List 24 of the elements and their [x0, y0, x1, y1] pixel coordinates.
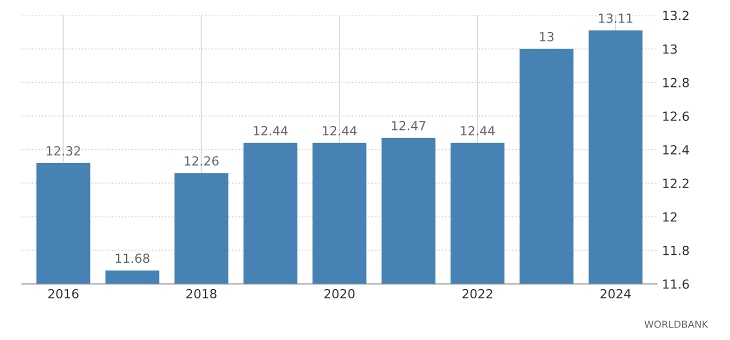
- x-tick-label: 2020: [324, 288, 355, 298]
- data-label: 12.44: [460, 126, 495, 136]
- data-label: 12.44: [254, 126, 288, 136]
- data-label: 12.26: [184, 156, 218, 166]
- x-tick-label: 2022: [462, 288, 492, 298]
- data-label: 12.47: [392, 120, 426, 130]
- y-tick-label: 12.6: [663, 111, 689, 121]
- y-tick-label: 11.8: [663, 246, 689, 256]
- y-tick-label: 13.2: [663, 10, 688, 20]
- x-tick-label: 2018: [186, 288, 216, 298]
- y-tick-label: 13: [663, 44, 677, 54]
- x-tick-label: 2024: [600, 288, 631, 298]
- y-tick-label: 12.8: [663, 78, 689, 88]
- data-label: 12.32: [46, 146, 80, 156]
- x-tick-label: 2016: [48, 288, 78, 298]
- y-tick-label: 12.4: [663, 145, 689, 154]
- data-label: 13.11: [599, 13, 632, 23]
- y-tick-label: 12: [663, 212, 677, 222]
- data-label: 11.68: [116, 254, 150, 264]
- text: WORLDBANK: [644, 320, 708, 328]
- y-tick-label: 12.2: [663, 178, 688, 188]
- data-label: 12.44: [322, 126, 357, 136]
- data-label: 13: [540, 32, 554, 42]
- y-tick-label: 11.6: [663, 279, 689, 289]
